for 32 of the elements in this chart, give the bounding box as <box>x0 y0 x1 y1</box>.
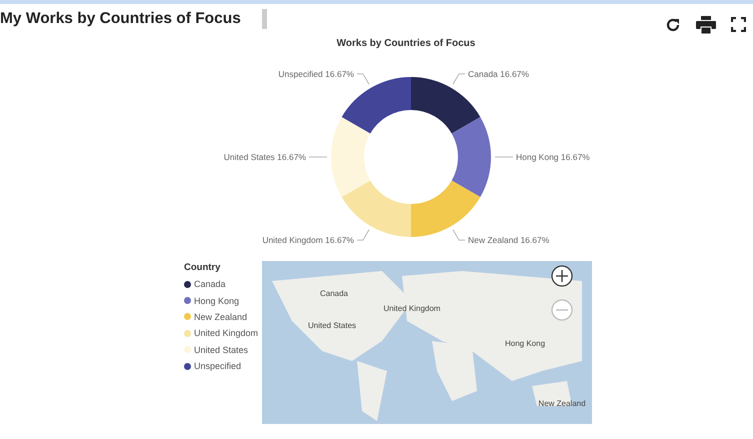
data-label: 16.67% <box>277 152 306 162</box>
text: New Zealand <box>537 399 587 408</box>
slice-label: Canada <box>468 68 498 79</box>
data-label: 16.67% <box>325 68 354 79</box>
donut-slice <box>411 77 480 134</box>
slice-label: Unspecified <box>278 68 323 79</box>
slice-label: Hong Kong <box>516 152 559 162</box>
donut-slice <box>331 117 370 197</box>
data-label: 16.67% <box>500 68 529 79</box>
donut-slice <box>342 77 411 134</box>
slice-label: United Kingdom <box>262 235 323 246</box>
legend-label: Unspecified <box>193 360 242 374</box>
data-label: 16.67% <box>325 235 354 246</box>
legend-title: Country <box>184 262 222 273</box>
legend-label: United Kingdom <box>193 327 258 340</box>
donut-slice <box>411 180 480 237</box>
legend-label: Canada <box>193 278 227 292</box>
chart-title: My Works by Countries of Focus <box>0 10 241 28</box>
chart-subtitle: Works by Countries of Focus <box>336 38 476 49</box>
slice-label: United States <box>224 152 275 162</box>
text: Canada <box>318 289 350 298</box>
donut-slice <box>452 117 491 197</box>
donut-slice <box>342 180 411 237</box>
legend-label: Hong Kong <box>193 294 240 308</box>
text: United States <box>306 321 358 330</box>
data-label: 16.67% <box>520 235 550 246</box>
slice-label: New Zealand <box>468 235 518 246</box>
data-label: 16.67% <box>560 152 590 162</box>
text: United Kingdom <box>382 304 442 313</box>
legend-label: New Zealand <box>193 310 248 324</box>
legend-label: United States <box>193 344 250 357</box>
text: Hong Kong <box>504 339 546 348</box>
